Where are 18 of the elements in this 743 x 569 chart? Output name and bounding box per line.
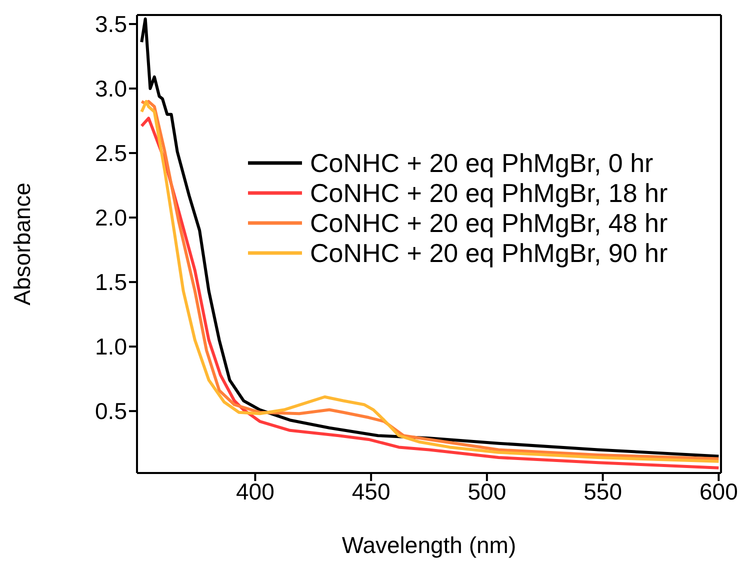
x-axis-title: Wavelength (nm) — [342, 532, 516, 558]
y-tick-label: 2.0 — [95, 204, 127, 231]
y-tick-label: 1.0 — [95, 334, 127, 360]
y-tick-label: 0.5 — [95, 398, 127, 424]
x-tick-label: 600 — [699, 478, 738, 504]
x-tick-label: 500 — [468, 478, 506, 504]
legend-label: CoNHC + 20 eq PhMgBr, 48 hr — [310, 208, 668, 238]
legend-label: CoNHC + 20 eq PhMgBr, 18 hr — [310, 178, 668, 208]
y-tick-label: 3.0 — [95, 76, 127, 102]
x-tick-label: 400 — [236, 478, 274, 504]
y-axis-title: Absorbance — [9, 182, 36, 306]
x-tick-label: 550 — [584, 478, 622, 504]
legend-label: CoNHC + 20 eq PhMgBr, 90 hr — [310, 238, 668, 268]
y-tick-label: 1.5 — [95, 269, 127, 296]
y-tick-label: 2.5 — [95, 140, 127, 166]
y-tick-label: 3.5 — [95, 11, 127, 38]
x-tick-label: 450 — [352, 478, 390, 504]
legend-label: CoNHC + 20 eq PhMgBr, 0 hr — [310, 148, 654, 178]
